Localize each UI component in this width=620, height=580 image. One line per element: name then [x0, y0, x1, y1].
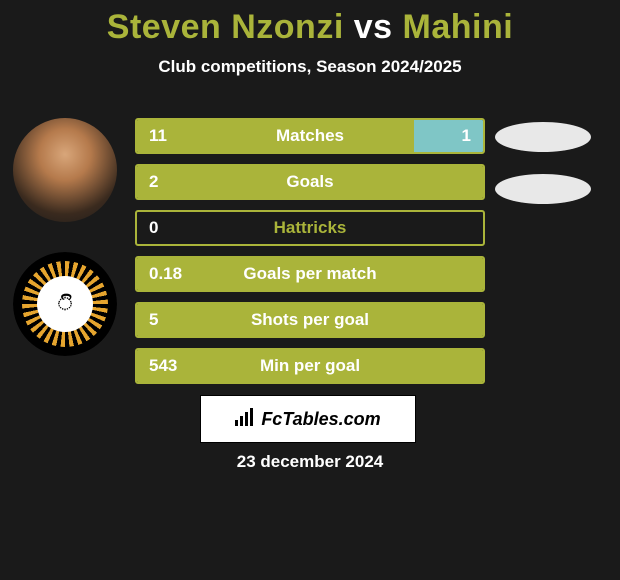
comparison-title: Steven Nzonzi vs Mahini	[0, 0, 620, 47]
stat-row: 5Shots per goal	[135, 302, 485, 338]
stat-bars: 111Matches2Goals0Hattricks0.18Goals per …	[135, 118, 485, 394]
stat-row: 543Min per goal	[135, 348, 485, 384]
club-avatar: ි	[13, 252, 117, 356]
stat-left-segment: 2	[137, 166, 483, 198]
avatar-column: ි	[10, 118, 120, 384]
stat-right-segment: 1	[414, 120, 483, 152]
stat-left-value: 0.18	[149, 264, 182, 284]
stat-row: 2Goals	[135, 164, 485, 200]
club-crest-ring: ි	[22, 261, 108, 347]
placeholder-oval	[495, 174, 591, 204]
vs-label: vs	[354, 8, 393, 46]
stat-left-segment: 5	[137, 304, 483, 336]
stat-left-value: 2	[149, 172, 158, 192]
stat-left-value: 5	[149, 310, 158, 330]
stat-left-value: 11	[149, 126, 167, 146]
stat-label: Hattricks	[137, 212, 483, 244]
placeholder-oval	[495, 122, 591, 152]
stat-left-value: 543	[149, 356, 177, 376]
stat-left-segment: 0.18	[137, 258, 483, 290]
stat-row: 0Hattricks	[135, 210, 485, 246]
stat-right-value: 1	[462, 126, 471, 146]
right-ovals	[495, 122, 605, 226]
fctables-watermark: FcTables.com	[200, 395, 416, 443]
stat-left-value: 0	[149, 218, 158, 238]
club-crest-outer: ි	[13, 252, 117, 356]
stat-row: 0.18Goals per match	[135, 256, 485, 292]
fctables-label: FcTables.com	[261, 409, 380, 430]
stat-row: 111Matches	[135, 118, 485, 154]
player2-name: Mahini	[403, 8, 514, 46]
stat-left-segment: 543	[137, 350, 483, 382]
chart-icon	[235, 408, 255, 431]
player-avatar	[13, 118, 117, 222]
stat-left-segment: 11	[137, 120, 414, 152]
player1-name: Steven Nzonzi	[107, 8, 344, 46]
subtitle: Club competitions, Season 2024/2025	[0, 57, 620, 77]
stat-left-segment: 0	[137, 212, 158, 244]
club-crest-inner: ි	[37, 276, 93, 332]
date-label: 23 december 2024	[0, 452, 620, 472]
